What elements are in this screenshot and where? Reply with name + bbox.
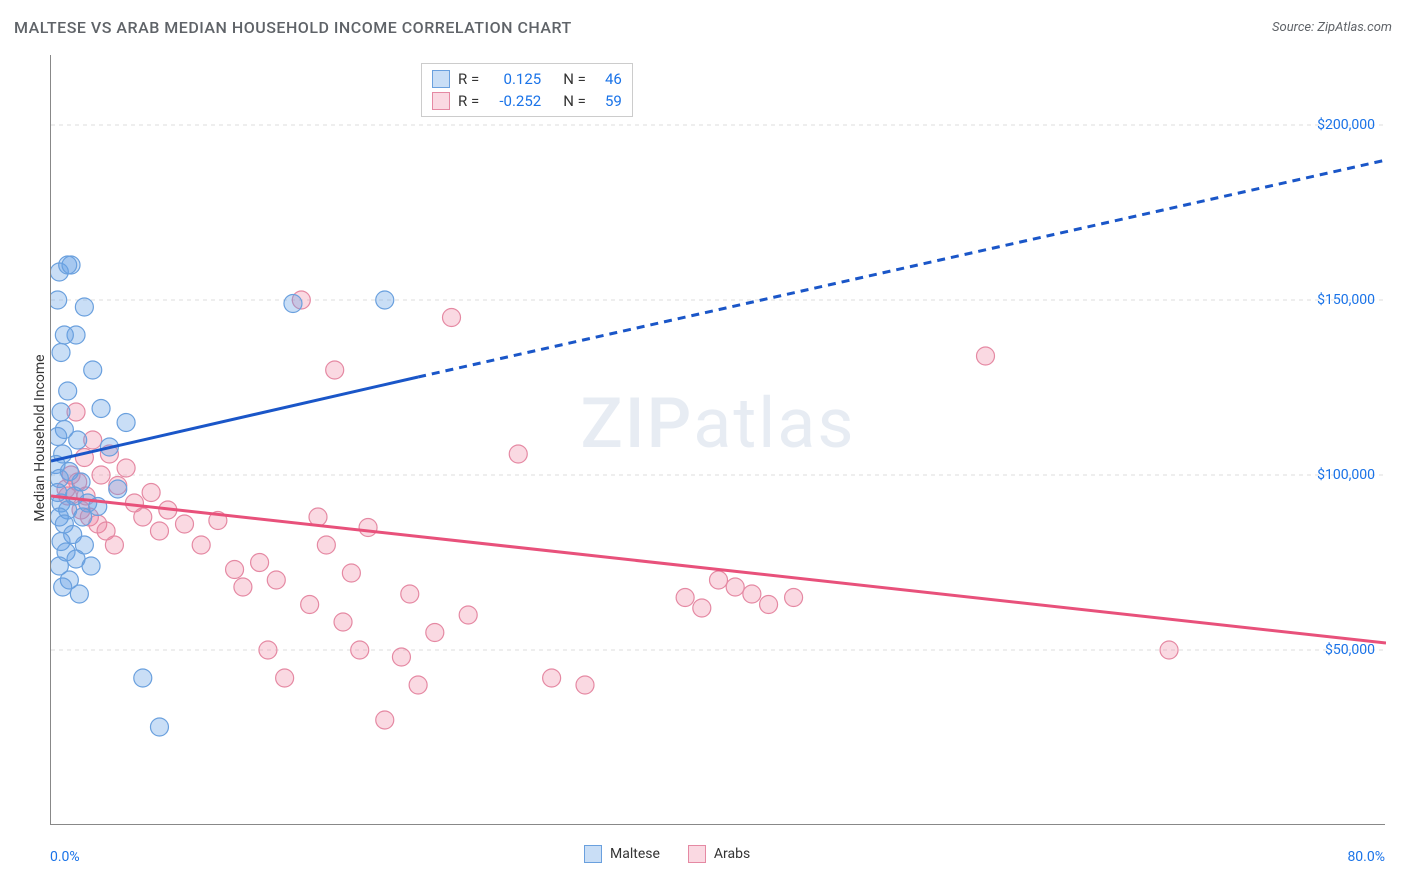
chart-title: MALTESE VS ARAB MEDIAN HOUSEHOLD INCOME … <box>14 18 572 37</box>
y-tick-label: $100,000 <box>1317 467 1375 483</box>
series-legend-item-maltese: Maltese <box>584 845 660 863</box>
n-value: 46 <box>594 70 622 88</box>
x-axis-min-label: 0.0% <box>50 849 80 865</box>
plot-area: ZIPatlas R =0.125N =46R =-0.252N =59 $50… <box>50 55 1385 825</box>
series-legend: Maltese Arabs <box>584 845 750 863</box>
swatch-arabs <box>432 92 450 110</box>
r-value: 0.125 <box>487 70 541 88</box>
n-label: N = <box>563 92 586 110</box>
x-axis-max-label: 80.0% <box>1347 849 1385 865</box>
series-label: Maltese <box>610 846 660 862</box>
chart-container: MALTESE VS ARAB MEDIAN HOUSEHOLD INCOME … <box>0 0 1406 892</box>
swatch-maltese <box>584 845 602 863</box>
series-label: Arabs <box>714 846 750 862</box>
y-tick-label: $150,000 <box>1317 292 1375 308</box>
series-legend-item-arabs: Arabs <box>688 845 750 863</box>
n-value: 59 <box>594 92 622 110</box>
r-value: -0.252 <box>487 92 541 110</box>
y-tick-label: $200,000 <box>1317 117 1375 133</box>
swatch-maltese <box>432 70 450 88</box>
r-label: R = <box>458 70 479 88</box>
source-label: Source: ZipAtlas.com <box>1272 20 1392 35</box>
plot-svg <box>51 55 1386 825</box>
correlation-legend: R = 0.125 N = 46 R = -0.252 N = 59 <box>421 63 633 117</box>
n-label: N = <box>563 70 586 88</box>
r-label: R = <box>458 92 479 110</box>
y-axis-label: Median Household Income <box>32 338 48 538</box>
swatch-arabs <box>688 845 706 863</box>
corr-row-arabs: R = -0.252 N = 59 <box>432 90 622 112</box>
title-bar: MALTESE VS ARAB MEDIAN HOUSEHOLD INCOME … <box>14 18 1392 37</box>
corr-row-maltese: R = 0.125 N = 46 <box>432 68 622 90</box>
y-tick-label: $50,000 <box>1325 642 1375 658</box>
